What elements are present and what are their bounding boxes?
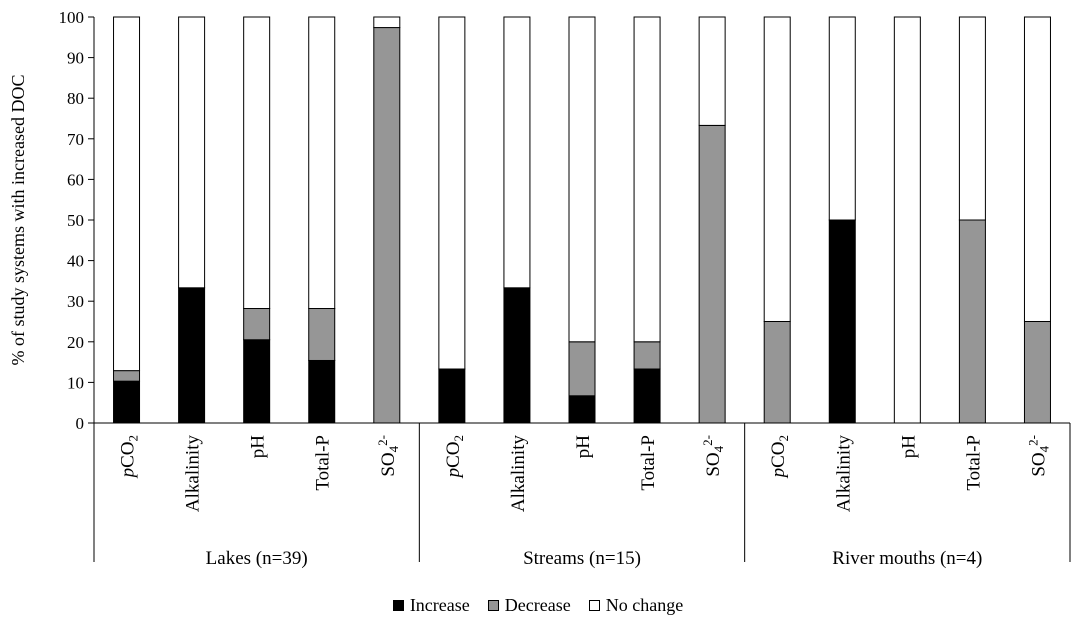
- bar-segment-no-change: [633, 16, 661, 343]
- y-tick-label: 20: [67, 333, 84, 352]
- bar-segment-increase: [503, 287, 531, 424]
- legend-swatch-decrease: [487, 599, 499, 611]
- bar-segment-increase: [438, 368, 466, 424]
- bar-segment-decrease: [113, 370, 141, 382]
- bar-segment-no-change: [698, 16, 726, 126]
- group-label: River mouths (n=4): [832, 548, 982, 569]
- bars: [113, 16, 1051, 424]
- bar-segment-no-change: [113, 16, 141, 372]
- bar-segment-no-change: [1023, 16, 1051, 322]
- y-tick-label: 10: [67, 373, 84, 392]
- legend-label-increase: Increase: [409, 595, 470, 615]
- legend-item-increase: Increase: [392, 595, 470, 615]
- bar-segment-increase: [568, 395, 596, 424]
- bar-segment-no-change: [308, 16, 336, 310]
- bar-segment-decrease: [1023, 321, 1051, 424]
- bar-segment-decrease: [698, 124, 726, 424]
- axes: 0 10 20 30 40 50 60 70 80 90 100: [59, 8, 1071, 562]
- bar-segment-increase: [243, 339, 271, 424]
- group-label: Streams (n=15): [523, 548, 641, 569]
- legend-label-decrease: Decrease: [504, 595, 571, 615]
- bar-segment-decrease: [373, 27, 401, 424]
- y-tick-label: 50: [67, 211, 84, 230]
- bar-segment-decrease: [568, 341, 596, 397]
- x-tick-label: Total-P: [638, 435, 659, 491]
- y-tick-label: 60: [67, 170, 84, 189]
- x-tick-label: Alkalinity: [508, 435, 529, 513]
- bar-segment-decrease: [243, 308, 271, 341]
- y-axis-label: % of study systems with increased DOC: [8, 75, 28, 366]
- x-tick-label: Total-P: [313, 435, 334, 491]
- bar-segment-no-change: [958, 16, 986, 221]
- bar-segment-no-change: [763, 16, 791, 322]
- x-tick-label: pCO2: [443, 435, 466, 479]
- x-tick-label: pCO2: [118, 435, 141, 479]
- y-tick-label: 0: [76, 414, 85, 433]
- bar-segment-decrease: [958, 219, 986, 424]
- bar-segment-increase: [113, 380, 141, 424]
- bar-segment-no-change: [373, 16, 401, 29]
- y-tick-label: 40: [67, 252, 84, 271]
- x-tick-label: SO42-: [700, 435, 726, 477]
- bar-segment-decrease: [308, 308, 336, 361]
- x-tick-label: pH: [248, 435, 269, 459]
- x-tick-label: SO42-: [375, 435, 401, 477]
- bar-segment-increase: [178, 287, 206, 424]
- legend-item-decrease: Decrease: [487, 595, 571, 615]
- bar-segment-no-change: [438, 16, 466, 370]
- bar-segment-no-change: [243, 16, 271, 310]
- group-label: Lakes (n=39): [206, 548, 308, 569]
- bar-segment-no-change: [828, 16, 856, 221]
- bar-segment-no-change: [893, 16, 921, 424]
- bar-segment-no-change: [178, 16, 206, 289]
- bar-segment-no-change: [568, 16, 596, 343]
- category-labels: pCO2 Alkalinity pH Total-P SO42- Lakes (n=39)…: [118, 435, 1052, 569]
- bar-segment-increase: [308, 359, 336, 424]
- legend: Increase Decrease No change: [0, 596, 1076, 614]
- bar-segment-increase: [633, 368, 661, 424]
- bar-segment-decrease: [763, 321, 791, 424]
- legend-item-no-change: No change: [588, 595, 684, 615]
- legend-swatch-no-change: [588, 599, 600, 611]
- legend-label-no-change: No change: [605, 595, 684, 615]
- y-tick-label: 100: [59, 8, 85, 27]
- y-tick-label: 70: [67, 130, 84, 149]
- x-tick-label: SO42-: [1025, 435, 1051, 477]
- x-tick-label: pCO2: [768, 435, 791, 479]
- x-tick-label: Alkalinity: [183, 435, 204, 513]
- y-tick-label: 90: [67, 49, 84, 68]
- legend-swatch-increase: [392, 599, 404, 611]
- x-tick-label: Total-P: [963, 435, 984, 491]
- x-tick-label: Alkalinity: [833, 435, 854, 513]
- y-tick-label: 30: [67, 292, 84, 311]
- bar-segment-increase: [828, 219, 856, 424]
- y-tick-label: 80: [67, 89, 84, 108]
- bar-segment-decrease: [633, 341, 661, 370]
- x-tick-label: pH: [898, 435, 919, 459]
- x-tick-label: pH: [573, 435, 594, 459]
- bar-segment-no-change: [503, 16, 531, 289]
